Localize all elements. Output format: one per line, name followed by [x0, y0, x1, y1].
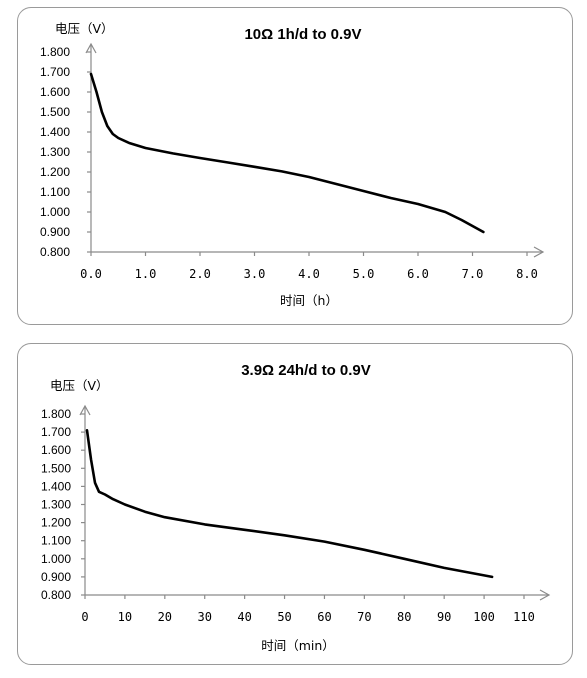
- y-tick-label: 1.000: [40, 205, 70, 219]
- x-tick-label: 20: [158, 610, 172, 624]
- voltage-discharge-line: [89, 72, 485, 234]
- x-tick-label: 6.0: [407, 267, 429, 281]
- chart-2-marks: 0.800 0.900 1.000 1.100 1.200 1.300 1.400 1.500…: [41, 404, 551, 624]
- y-tick-label: 1.500: [40, 105, 70, 119]
- y-tick-label: 0.800: [40, 245, 70, 259]
- y-axis-arrow: [85, 42, 97, 54]
- voltage-discharge-line: [85, 429, 494, 579]
- x-tick-label: 8.0: [516, 267, 538, 281]
- y-axis-label: 电压（V）: [50, 378, 109, 393]
- x-tick-label: 100: [473, 610, 495, 624]
- x-axis-arrow: [539, 589, 551, 601]
- x-tick-label: 4.0: [298, 267, 320, 281]
- y-tick-label: 0.800: [41, 588, 71, 602]
- chart-title: 10Ω 1h/d to 0.9V: [244, 26, 361, 43]
- y-tick-label: 1.200: [41, 516, 71, 530]
- y-tick-label: 1.500: [41, 461, 71, 475]
- y-tick-label: 0.900: [41, 570, 71, 584]
- y-axis-label: 电压（V）: [55, 21, 114, 36]
- x-tick-label: 2.0: [189, 267, 211, 281]
- y-tick-label: 1.100: [41, 534, 71, 548]
- y-tick-label: 1.400: [40, 125, 70, 139]
- chart-1-svg: 10Ω 1h/d to 0.9V 电压（V） 时间（h） 0.800 0.900 1…: [40, 21, 545, 308]
- y-tick-label: 1.700: [41, 425, 71, 439]
- x-tick-label: 40: [237, 610, 251, 624]
- x-tick-label: 110: [513, 610, 535, 624]
- chart-panel-1: 10Ω 1h/d to 0.9V 电压（V） 时间（h） 0.800 0.900 1…: [17, 7, 573, 325]
- x-tick-label: 5.0: [353, 267, 375, 281]
- y-tick-label: 1.000: [41, 552, 71, 566]
- chart-panel-2: 3.9Ω 24h/d to 0.9V 电压（V） 时间（min） 0.800 0.…: [17, 343, 573, 665]
- x-axis-arrow: [533, 246, 545, 258]
- x-tick-label: 10: [118, 610, 132, 624]
- y-axis-arrow: [79, 404, 91, 416]
- y-tick-label: 1.400: [41, 479, 71, 493]
- y-tick-label: 1.700: [40, 65, 70, 79]
- chart-title: 3.9Ω 24h/d to 0.9V: [241, 362, 371, 379]
- y-tick-label: 1.800: [41, 407, 71, 421]
- chart-1-marks: 0.800 0.900 1.000 1.100 1.200 1.300 1.400 1.500…: [40, 42, 545, 281]
- x-tick-label: 70: [357, 610, 371, 624]
- x-tick-label: 3.0: [244, 267, 266, 281]
- x-tick-label: 0.0: [80, 267, 102, 281]
- x-tick-label: 30: [198, 610, 212, 624]
- y-tick-label: 1.100: [40, 185, 70, 199]
- y-tick-label: 1.600: [40, 85, 70, 99]
- y-tick-label: 1.300: [41, 498, 71, 512]
- chart-2-svg: 3.9Ω 24h/d to 0.9V 电压（V） 时间（min） 0.8000.…: [41, 362, 551, 653]
- x-axis-label: 时间（min）: [261, 638, 335, 653]
- x-axis-label: 时间（h）: [280, 293, 338, 308]
- x-tick-label: 1.0: [135, 267, 157, 281]
- y-tick-label: 1.800: [40, 45, 70, 59]
- x-tick-label: 7.0: [462, 267, 484, 281]
- y-tick-label: 0.900: [40, 225, 70, 239]
- x-tick-label: 0: [81, 610, 88, 624]
- y-tick-label: 1.300: [40, 145, 70, 159]
- x-tick-label: 80: [397, 610, 411, 624]
- y-tick-label: 1.600: [41, 443, 71, 457]
- x-tick-label: 90: [437, 610, 451, 624]
- x-tick-label: 60: [317, 610, 331, 624]
- y-tick-label: 1.200: [40, 165, 70, 179]
- x-tick-label: 50: [277, 610, 291, 624]
